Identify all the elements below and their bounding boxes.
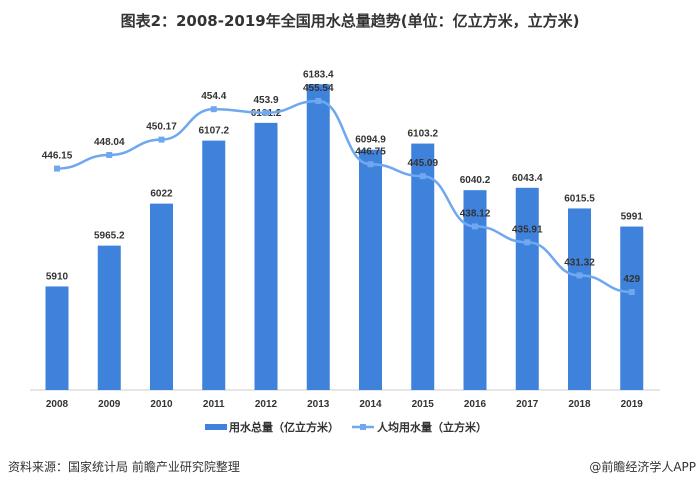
x-tick-2012: 2012 (255, 399, 278, 410)
bar-label-2017: 6043.4 (512, 173, 543, 184)
bar-2013 (306, 84, 330, 390)
x-tick-2009: 2009 (98, 399, 121, 410)
x-tick-2019: 2019 (621, 399, 644, 410)
chart-title: 图表2：2008-2019年全国用水总量趋势(单位：亿立方米，立方米) (120, 12, 580, 30)
bar-label-2015: 6103.2 (407, 129, 438, 140)
line-label-2016: 438.12 (460, 208, 491, 219)
x-tick-2013: 2013 (307, 399, 330, 410)
line-point-2017 (524, 239, 531, 246)
bar-2019 (620, 226, 644, 390)
bar-2015 (411, 143, 435, 390)
x-tick-2011: 2011 (203, 399, 225, 410)
line-label-2010: 450.17 (146, 122, 177, 133)
line-point-2013 (315, 97, 322, 104)
legend-line-label: 人均用水量（立方米） (377, 420, 487, 434)
line-point-2016 (472, 223, 478, 230)
line-series (56, 99, 632, 294)
line-label-2015: 445.09 (407, 158, 438, 169)
bar-label-2010: 6022 (150, 189, 173, 200)
bar-2008 (45, 286, 69, 390)
bar-label-2011: 6107.2 (198, 126, 229, 137)
bar-label-2019: 5991 (621, 212, 644, 223)
legend-line-marker (360, 424, 366, 430)
bar-label-2009: 5965.2 (94, 231, 125, 242)
line-label-2009: 448.04 (94, 137, 125, 148)
line-point-2019 (628, 289, 635, 296)
line-label-2008: 446.15 (42, 151, 73, 162)
x-tick-2018: 2018 (568, 399, 591, 410)
bar-2014 (359, 149, 382, 390)
line-label-2017: 435.91 (512, 224, 543, 235)
x-tick-2010: 2010 (150, 399, 173, 410)
x-tick-2014: 2014 (359, 399, 382, 410)
line-point-2011 (210, 106, 217, 113)
bar-2011 (202, 140, 226, 390)
bar-2010 (150, 203, 173, 390)
bar-label-2018: 6015.5 (564, 193, 595, 204)
line-label-2011: 454.4 (201, 91, 226, 102)
line-label-2012: 453.9 (253, 95, 278, 106)
x-tick-2017: 2017 (516, 399, 539, 410)
line-label-2014: 446.75 (355, 146, 386, 157)
legend-bar-swatch (205, 424, 227, 430)
bar-2012 (254, 122, 278, 391)
x-tick-2015: 2015 (412, 399, 435, 410)
source-note: 资料来源：国家统计局 前瞻产业研究院整理 (8, 460, 240, 474)
line-point-2014 (367, 161, 374, 168)
legend-bar-label: 用水总量（亿立方米） (229, 420, 339, 434)
line-point-2009 (106, 151, 113, 158)
bar-label-2013: 6183.4 (303, 69, 334, 80)
line-point-2018 (576, 272, 583, 279)
line-label-2018: 431.32 (564, 257, 595, 268)
line-label-2013: 455.54 (303, 83, 334, 94)
bar-2016 (463, 190, 487, 390)
bar-label-2016: 6040.2 (460, 175, 491, 186)
bar-2018 (568, 208, 591, 390)
x-tick-2016: 2016 (464, 399, 487, 410)
credit: @前瞻经济学人APP (589, 460, 696, 474)
line-label-2019: 429 (623, 274, 640, 285)
line-point-2010 (158, 136, 165, 143)
bar-2009 (97, 245, 121, 390)
line-point-2008 (54, 165, 60, 172)
line-point-2015 (419, 173, 426, 180)
x-tick-2008: 2008 (46, 399, 69, 410)
line-point-2012 (263, 109, 269, 116)
bar-2017 (515, 187, 539, 390)
bar-label-2014: 6094.9 (355, 135, 386, 146)
bar-label-2008: 5910 (46, 271, 69, 282)
